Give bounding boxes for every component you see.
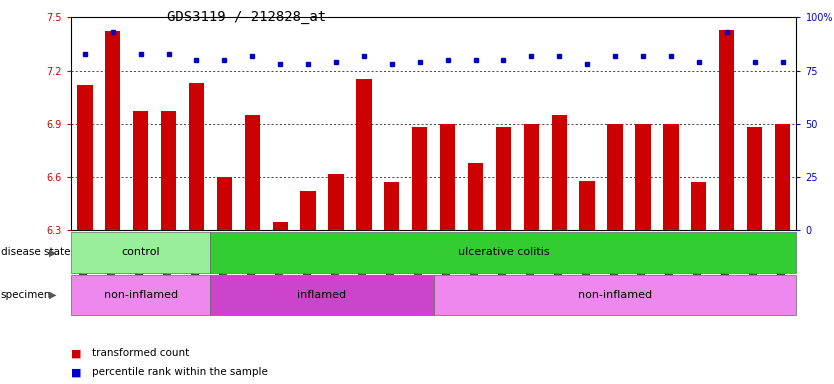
- Bar: [210, 275, 434, 315]
- Text: GDS3119 / 212828_at: GDS3119 / 212828_at: [167, 10, 326, 23]
- Bar: [78, 85, 93, 230]
- Bar: [580, 180, 595, 230]
- Bar: [329, 174, 344, 230]
- Bar: [551, 115, 567, 230]
- Bar: [273, 222, 288, 230]
- Text: ▶: ▶: [49, 247, 57, 258]
- Bar: [244, 115, 260, 230]
- Bar: [71, 232, 210, 273]
- Text: ulcerative colitis: ulcerative colitis: [458, 247, 550, 258]
- Bar: [607, 124, 623, 230]
- Text: percentile rank within the sample: percentile rank within the sample: [92, 367, 268, 377]
- Bar: [210, 232, 796, 273]
- Bar: [440, 124, 455, 230]
- Bar: [691, 182, 706, 230]
- Bar: [495, 127, 511, 230]
- Bar: [133, 111, 148, 230]
- Bar: [524, 124, 539, 230]
- Bar: [434, 275, 796, 315]
- Bar: [468, 163, 483, 230]
- Bar: [663, 124, 679, 230]
- Bar: [71, 275, 210, 315]
- Text: ■: ■: [71, 367, 85, 377]
- Bar: [105, 31, 120, 230]
- Bar: [161, 111, 176, 230]
- Bar: [300, 191, 316, 230]
- Text: non-inflamed: non-inflamed: [103, 290, 178, 300]
- Bar: [747, 127, 762, 230]
- Bar: [412, 127, 427, 230]
- Text: transformed count: transformed count: [92, 348, 189, 358]
- Text: specimen: specimen: [1, 290, 51, 300]
- Bar: [217, 177, 232, 230]
- Text: inflamed: inflamed: [298, 290, 347, 300]
- Bar: [384, 182, 399, 230]
- Bar: [636, 124, 651, 230]
- Text: disease state: disease state: [1, 247, 70, 258]
- Text: control: control: [121, 247, 160, 258]
- Bar: [356, 79, 372, 230]
- Text: ■: ■: [71, 348, 85, 358]
- Bar: [775, 124, 790, 230]
- Text: non-inflamed: non-inflamed: [578, 290, 652, 300]
- Bar: [188, 83, 204, 230]
- Bar: [719, 30, 735, 230]
- Text: ▶: ▶: [49, 290, 57, 300]
